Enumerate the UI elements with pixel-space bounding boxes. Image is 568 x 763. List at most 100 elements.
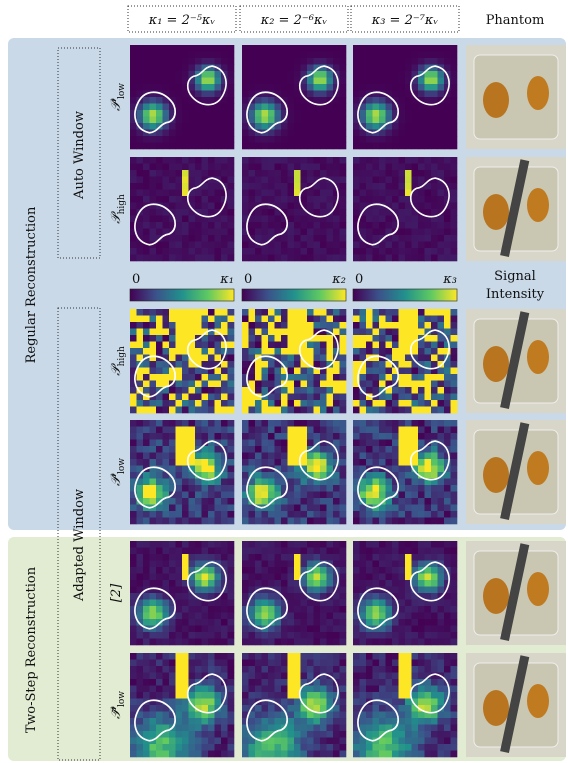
heatmap-cell	[208, 427, 215, 434]
heatmap-cell	[137, 117, 144, 124]
heatmap-cell	[353, 84, 360, 91]
heatmap-cell	[150, 329, 157, 336]
heatmap-cell	[182, 209, 189, 216]
heatmap-cell	[176, 479, 183, 486]
heatmap-cell	[327, 619, 334, 626]
heatmap-cell	[281, 632, 288, 639]
heatmap-cell	[425, 541, 432, 548]
heatmap-cell	[412, 52, 419, 59]
heatmap-cell	[327, 143, 334, 150]
heatmap-cell	[249, 660, 256, 667]
heatmap-cell	[195, 329, 202, 336]
heatmap-cell	[405, 427, 412, 434]
heatmap-cell	[379, 518, 386, 525]
heatmap-cell	[314, 580, 321, 587]
heatmap-cell	[294, 712, 301, 719]
heatmap-cell	[228, 170, 235, 177]
heatmap-cell	[137, 157, 144, 164]
heatmap-cell	[373, 110, 380, 117]
heatmap-cell	[288, 492, 295, 499]
heatmap-cell	[268, 130, 275, 137]
heatmap-cell	[418, 725, 425, 732]
heatmap-cell	[176, 235, 183, 242]
heatmap-cell	[333, 639, 340, 646]
heatmap-cell	[143, 600, 150, 607]
heatmap-cell	[392, 686, 399, 693]
heatmap-cell	[451, 587, 458, 594]
heatmap-cell	[221, 606, 228, 613]
heatmap-cell	[301, 632, 308, 639]
heatmap-cell	[294, 744, 301, 751]
row-subscript: low	[117, 458, 127, 474]
heatmap-cell	[301, 433, 308, 440]
heatmap-cell	[150, 420, 157, 427]
heatmap-cell	[314, 394, 321, 401]
heatmap-cell	[268, 606, 275, 613]
heatmap-cell	[425, 381, 432, 388]
heatmap-cell	[425, 97, 432, 104]
heatmap-cell	[327, 587, 334, 594]
heatmap-cell	[268, 407, 275, 414]
heatmap-cell	[130, 387, 137, 394]
heatmap-cell	[228, 738, 235, 745]
heatmap-cell	[163, 164, 170, 171]
heatmap-cell	[366, 440, 373, 447]
heatmap-cell	[262, 322, 269, 329]
heatmap-cell	[268, 177, 275, 184]
heatmap-cell	[301, 164, 308, 171]
colorbar	[130, 289, 234, 301]
heatmap-cell	[399, 196, 406, 203]
heatmap-cell	[130, 626, 137, 633]
heatmap-cell	[143, 718, 150, 725]
heatmap-cell	[288, 440, 295, 447]
heatmap-cell	[451, 157, 458, 164]
heatmap-cell	[281, 143, 288, 150]
heatmap-cell	[392, 561, 399, 568]
heatmap-cell	[353, 235, 360, 242]
heatmap-cell	[208, 78, 215, 85]
heatmap-cell	[169, 686, 176, 693]
heatmap-cell	[320, 407, 327, 414]
heatmap-cell	[221, 626, 228, 633]
heatmap-cell	[215, 606, 222, 613]
heatmap-cell	[386, 666, 393, 673]
heatmap-cell	[386, 427, 393, 434]
heatmap-cell	[418, 368, 425, 375]
heatmap-cell	[360, 485, 367, 492]
heatmap-cell	[268, 316, 275, 323]
heatmap-cell	[320, 692, 327, 699]
heatmap-cell	[418, 91, 425, 98]
heatmap-cell	[340, 420, 347, 427]
heatmap-cell	[405, 548, 412, 555]
heatmap-cell	[221, 518, 228, 525]
heatmap-cell	[163, 453, 170, 460]
heatmap-cell	[392, 639, 399, 646]
heatmap-cell	[143, 361, 150, 368]
heatmap-cell	[412, 329, 419, 336]
heatmap-cell	[228, 58, 235, 65]
heatmap-cell	[307, 632, 314, 639]
heatmap-cell	[314, 361, 321, 368]
heatmap-cell	[294, 427, 301, 434]
heatmap-cell	[451, 738, 458, 745]
heatmap-cell	[189, 255, 196, 262]
heatmap-cell	[137, 561, 144, 568]
heatmap-cell	[156, 505, 163, 512]
heatmap-cell	[176, 387, 183, 394]
heatmap-cell	[373, 177, 380, 184]
heatmap-cell	[320, 248, 327, 255]
heatmap-cell	[340, 58, 347, 65]
heatmap-cell	[314, 235, 321, 242]
heatmap-cell	[451, 440, 458, 447]
heatmap-cell	[366, 97, 373, 104]
heatmap-cell	[320, 203, 327, 210]
heatmap-cell	[333, 407, 340, 414]
heatmap-cell	[156, 666, 163, 673]
heatmap-cell	[130, 355, 137, 362]
heatmap-cell	[379, 407, 386, 414]
heatmap-cell	[431, 110, 438, 117]
heatmap-cell	[366, 136, 373, 143]
heatmap-cell	[340, 446, 347, 453]
heatmap-cell	[228, 196, 235, 203]
heatmap-cell	[327, 130, 334, 137]
